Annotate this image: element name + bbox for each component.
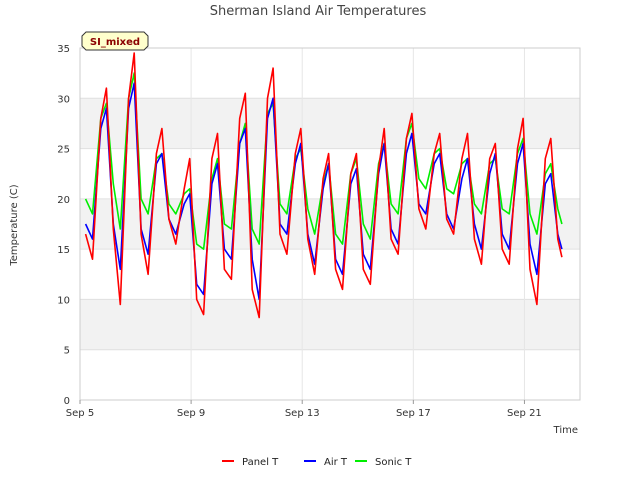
- x-axis-ticks: Sep 5 Sep 9 Sep 13 Sep 17 Sep 21: [66, 400, 542, 419]
- legend-label-air-t: Air T: [324, 457, 348, 468]
- plot-bands: [80, 98, 580, 350]
- y-tick-label: 10: [57, 295, 70, 306]
- legend: Panel T Air T Sonic T: [222, 457, 412, 468]
- plot-frame: [79, 47, 581, 401]
- y-tick-label: 5: [64, 346, 70, 357]
- y-axis-ticks: 0 5 10 15 20 25 30 35: [57, 44, 70, 407]
- series-lines: [84, 52, 563, 319]
- chart-title: Sherman Island Air Temperatures: [210, 4, 427, 19]
- plot-band: [80, 198, 580, 250]
- x-tick-label: Sep 13: [285, 408, 320, 419]
- plot-band: [80, 299, 580, 350]
- y-axis-title: Temperature (C): [9, 184, 20, 266]
- x-tick-label: Sep 9: [177, 408, 205, 419]
- series-line-panel-t: [84, 52, 563, 319]
- x-axis-title: Time: [553, 425, 578, 436]
- y-tick-label: 15: [57, 245, 70, 256]
- x-tick-label: Sep 5: [66, 408, 94, 419]
- legend-label-panel-t: Panel T: [242, 457, 279, 468]
- y-tick-label: 0: [64, 396, 70, 407]
- badge-label: SI_mixed: [90, 37, 140, 48]
- x-tick-label: Sep 17: [396, 408, 431, 419]
- y-tick-label: 20: [57, 195, 70, 206]
- site-badge: SI_mixed: [81, 31, 149, 51]
- y-tick-label: 30: [57, 94, 70, 105]
- x-tick-label: Sep 21: [507, 408, 542, 419]
- legend-label-sonic-t: Sonic T: [375, 457, 412, 468]
- badge-box: [81, 31, 149, 51]
- y-tick-label: 25: [57, 145, 70, 156]
- y-tick-label: 35: [57, 44, 70, 55]
- plot-band: [80, 98, 580, 149]
